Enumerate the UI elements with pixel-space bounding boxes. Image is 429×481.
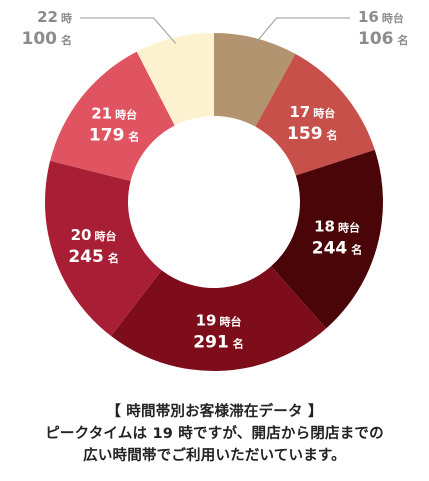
caption-line-2: 広い時間帯でご利用いただいています。	[83, 448, 346, 464]
slice-7	[136, 33, 214, 126]
slice-label-7: 22 時	[37, 8, 72, 26]
slice-4	[111, 266, 327, 371]
slice-value-1: 106 名	[358, 29, 409, 49]
slice-value-5: 245 名	[68, 247, 119, 267]
slice-label-4: 19 時台	[196, 311, 242, 329]
slice-5	[44, 160, 162, 337]
slice-label-6: 21 時台	[91, 105, 137, 123]
slice-2	[255, 53, 375, 176]
donut-slices	[44, 33, 384, 371]
slice-label-2: 17 時台	[289, 103, 335, 121]
leader-line-1	[254, 17, 350, 45]
slice-value-7: 100 名	[22, 29, 73, 49]
slice-value-2: 159 名	[287, 124, 338, 144]
slice-value-4: 291 名	[193, 332, 244, 352]
caption-line-1: ピークタイムは 19 時ですが、開店から閉店までの	[45, 426, 384, 442]
leader-lines	[80, 17, 350, 45]
slice-labels: 16 時台 106 名 17 時台 159 名 18 時台 244 名 19 時台 291 名 20 時台 245 名…	[22, 8, 409, 352]
slice-value-3: 244 名	[312, 238, 363, 258]
slice-label-1: 16 時台	[358, 8, 404, 26]
caption-title: 【 時間帯別お客様滞在データ 】	[106, 404, 323, 420]
leader-line-7	[80, 17, 177, 44]
slice-label-5: 20 時台	[71, 226, 117, 244]
donut-chart: 16 時台 106 名 17 時台 159 名 18 時台 244 名 19 時台 291 名 20 時台 245 名…	[22, 8, 409, 371]
slice-label-3: 18 時台	[314, 217, 360, 235]
slice-1	[214, 33, 296, 127]
slice-value-6: 179 名	[89, 126, 140, 146]
slice-6	[50, 51, 175, 181]
slice-3	[271, 149, 384, 329]
